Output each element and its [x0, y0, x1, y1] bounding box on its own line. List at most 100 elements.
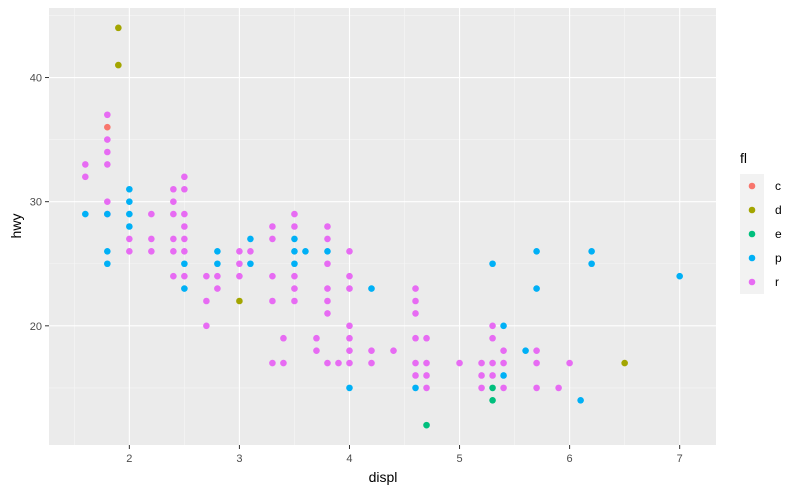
data-point-r — [489, 334, 496, 342]
data-point-d — [621, 359, 628, 367]
data-point-r — [82, 161, 89, 168]
data-point-p — [522, 347, 529, 354]
data-point-r — [170, 272, 177, 280]
data-point-p — [291, 260, 298, 268]
data-point-r — [269, 297, 276, 305]
panel-background — [49, 8, 716, 445]
data-point-d — [115, 61, 122, 69]
data-point-r — [181, 185, 188, 193]
data-point-e — [489, 397, 496, 404]
data-point-r — [313, 334, 320, 342]
data-point-r — [82, 173, 89, 181]
data-point-p — [82, 210, 89, 218]
data-point-r — [555, 384, 562, 392]
data-point-p — [291, 248, 298, 255]
data-point-r — [291, 272, 298, 280]
data-point-r — [533, 359, 540, 367]
data-point-r — [489, 372, 496, 379]
x-tick-label: 4 — [346, 453, 352, 465]
data-point-r — [423, 384, 430, 392]
data-point-p — [126, 210, 133, 218]
data-point-r — [324, 297, 331, 305]
data-point-r — [390, 347, 397, 354]
data-point-r — [368, 347, 375, 354]
legend-key-swatch — [748, 278, 756, 286]
data-point-r — [324, 285, 331, 292]
data-point-r — [203, 322, 210, 330]
data-point-r — [214, 272, 221, 280]
data-point-r — [170, 248, 177, 255]
data-point-p — [588, 260, 595, 268]
data-point-r — [335, 359, 342, 367]
data-point-r — [236, 272, 243, 280]
data-point-e — [423, 421, 430, 429]
data-point-r — [489, 359, 496, 367]
data-point-r — [170, 210, 177, 218]
data-point-p — [500, 322, 507, 330]
data-point-p — [500, 372, 507, 379]
x-axis: 2 3 4 5 6 7 — [126, 445, 683, 465]
data-point-r — [368, 359, 375, 367]
data-point-r — [346, 322, 353, 330]
data-point-r — [181, 210, 188, 218]
data-point-r — [280, 359, 287, 367]
data-point-p — [104, 210, 111, 218]
data-point-p — [676, 272, 683, 280]
x-tick-label: 5 — [456, 453, 462, 465]
data-point-e — [489, 384, 496, 392]
data-point-r — [500, 384, 507, 392]
data-point-r — [170, 235, 177, 243]
data-point-r — [269, 235, 276, 243]
data-point-r — [269, 272, 276, 280]
data-point-r — [104, 111, 111, 119]
data-point-r — [269, 223, 276, 230]
data-point-r — [170, 185, 177, 193]
data-point-p — [181, 285, 188, 292]
data-point-r — [104, 136, 111, 143]
data-point-p — [489, 260, 496, 268]
data-point-r — [412, 359, 419, 367]
data-point-r — [148, 210, 155, 218]
legend-key-label: d — [775, 203, 782, 217]
legend-key-label: p — [775, 251, 782, 265]
data-point-p — [291, 235, 298, 243]
data-point-r — [181, 223, 188, 230]
major-grid — [49, 8, 716, 445]
legend-key-swatch — [748, 254, 756, 262]
data-point-r — [291, 297, 298, 305]
data-point-r — [324, 359, 331, 367]
data-points — [82, 24, 683, 429]
data-point-r — [291, 223, 298, 230]
data-point-r — [456, 359, 463, 367]
data-point-r — [500, 359, 507, 367]
data-point-r — [214, 285, 221, 292]
data-point-r — [181, 272, 188, 280]
y-tick-label: 40 — [30, 73, 42, 85]
data-point-p — [104, 260, 111, 268]
data-point-r — [181, 173, 188, 181]
x-tick-label: 3 — [236, 453, 242, 465]
legend-key-swatch — [748, 230, 756, 238]
data-point-r — [478, 384, 485, 392]
data-point-r — [236, 260, 243, 268]
data-point-p — [126, 223, 133, 230]
legend-key-label: e — [775, 227, 782, 241]
data-point-r — [412, 310, 419, 317]
data-point-r — [313, 347, 320, 354]
y-axis-title: hwy — [8, 214, 24, 239]
data-point-r — [346, 334, 353, 342]
y-tick-label: 20 — [30, 321, 42, 333]
data-point-r — [423, 372, 430, 379]
data-point-r — [104, 148, 111, 156]
data-point-r — [423, 334, 430, 342]
data-point-r — [412, 334, 419, 342]
data-point-r — [412, 372, 419, 379]
data-point-r — [533, 347, 540, 354]
data-point-p — [214, 260, 221, 268]
data-point-p — [346, 384, 353, 392]
data-point-r — [478, 359, 485, 367]
y-axis: 20 30 40 — [30, 73, 49, 333]
data-point-r — [500, 347, 507, 354]
